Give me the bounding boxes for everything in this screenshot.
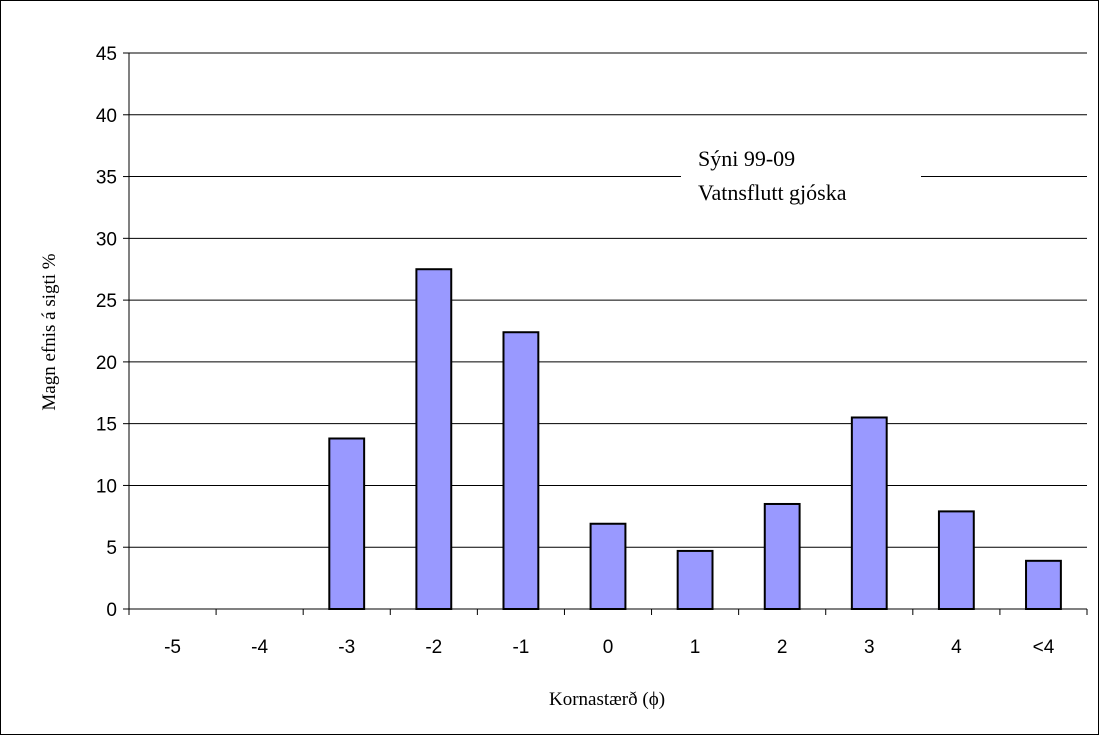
y-tick-label: 15 [96,415,117,436]
annotation-line-2: Vatnsflutt gjóska [698,180,847,205]
x-tick-label: -2 [425,637,442,658]
y-tick-label: 10 [96,476,117,497]
x-tick-label: 1 [690,637,701,658]
annotation-line-1: Sýni 99-09 [698,146,795,171]
bar [589,522,627,610]
x-tick-label: 0 [603,637,614,658]
y-tick-label: 25 [96,291,117,312]
bar [415,268,453,610]
y-axis-title: Magn efnis á sigti % [39,253,60,410]
gridlines [129,52,1087,548]
x-tick-label: <4 [1033,637,1055,658]
y-tick-label: 0 [106,600,117,621]
x-tick-label: -4 [251,637,268,658]
bars [328,268,1062,611]
x-tick-labels: -5 -4 -3 -2 -1 0 1 2 3 4 <4 [164,637,1055,658]
y-tick-label: 35 [96,168,117,189]
x-tick-label: -5 [164,637,181,658]
annotation-box: Sýni 99-09 Vatnsflutt gjóska [681,139,921,215]
y-tick-label: 20 [96,353,117,374]
x-axis-title: Kornastærð (ϕ) [549,689,665,710]
bar [676,549,714,611]
bar [763,502,801,611]
x-tick-label: 4 [951,637,962,658]
axes [123,52,1088,615]
bar [328,437,366,611]
x-tick-label: -1 [512,637,529,658]
y-tick-label: 45 [96,44,117,65]
x-tick-label: -3 [338,637,355,658]
bar [850,416,888,610]
x-tick-label: 2 [777,637,788,658]
y-tick-label: 5 [106,538,117,559]
y-tick-label: 40 [96,106,117,127]
bar [1025,559,1062,611]
x-tick-label: 3 [864,637,875,658]
bar [937,510,975,610]
y-tick-label: 30 [96,229,117,250]
bar [502,331,540,610]
y-tick-labels: 0 5 10 15 20 25 30 35 40 45 [96,44,117,621]
